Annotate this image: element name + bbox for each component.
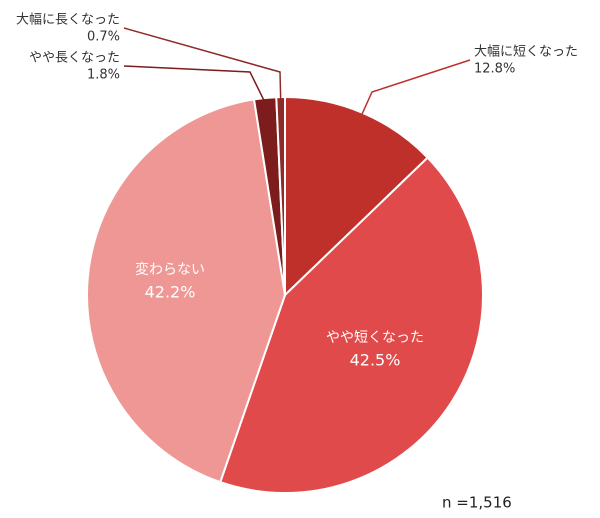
slice-label: やや短くなった bbox=[326, 330, 424, 346]
slice-value-label: 1.8% bbox=[87, 68, 120, 83]
slice-value-label: 12.8% bbox=[474, 62, 515, 77]
slice-value-label: 42.5% bbox=[350, 351, 401, 370]
leader-line bbox=[359, 59, 471, 119]
slice-label: 大幅に短くなった bbox=[474, 45, 578, 60]
pie-slice bbox=[86, 98, 287, 484]
slice-value-label: 42.2% bbox=[145, 283, 196, 302]
leader-line bbox=[123, 27, 282, 104]
slice-label: やや長くなった bbox=[29, 51, 120, 66]
leader-line bbox=[123, 65, 267, 105]
pie-slice bbox=[219, 156, 484, 494]
sample-size-note: n =1,516 bbox=[442, 494, 512, 512]
slice-label: 大幅に長くなった bbox=[16, 13, 120, 28]
slice-value-label: 0.7% bbox=[87, 30, 120, 45]
slice-label: 変わらない bbox=[135, 261, 205, 278]
